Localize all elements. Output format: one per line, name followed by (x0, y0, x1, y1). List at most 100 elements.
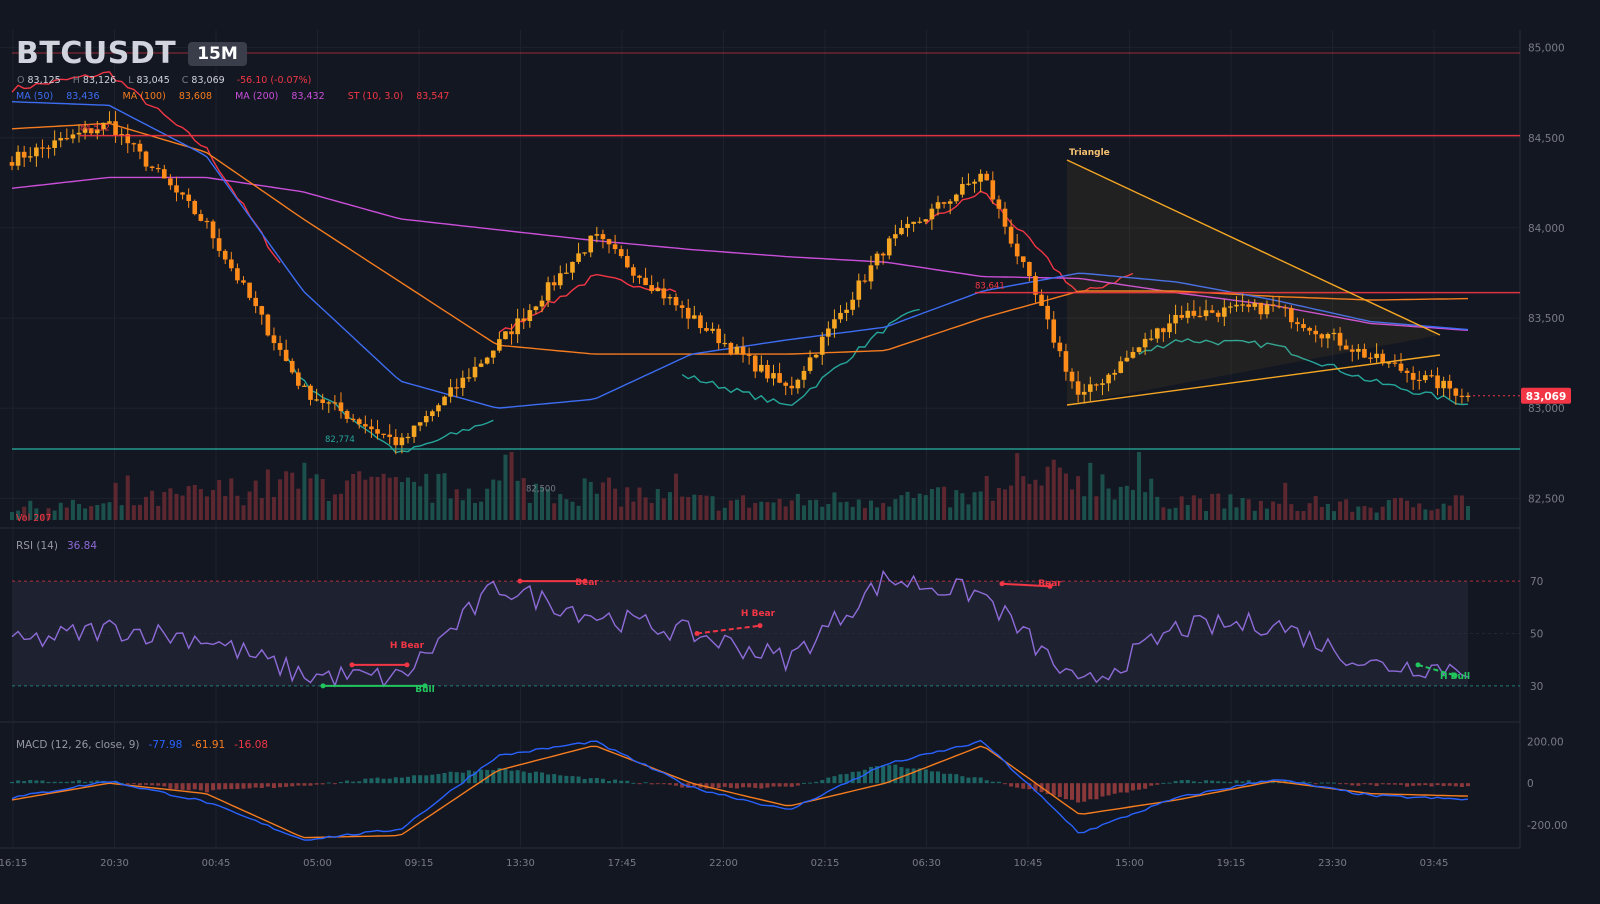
candle-body (1356, 348, 1361, 352)
ohlc-readout: O 83,125 H 83,126 L 83,045 C 83,069 -56.10 (… (17, 75, 311, 86)
candle-body (564, 272, 569, 274)
macd-histogram-bar (1234, 780, 1239, 784)
volume-bar (808, 500, 813, 520)
rsi-value: 36.84 (66, 540, 98, 552)
macd-legend[interactable]: MACD (12, 26, close, 9) -77.98 -61.91 -16.0… (16, 739, 277, 751)
candle-body (1276, 306, 1282, 308)
candle-body (624, 256, 630, 268)
macd-histogram-bar (345, 780, 350, 784)
candle-body (302, 385, 307, 387)
candle-body (1423, 375, 1428, 381)
supertrend-legend[interactable]: ST (10, 3.0) 83,547 (348, 91, 460, 102)
volume-bar (1338, 501, 1343, 520)
macd-histogram-bar (412, 775, 417, 784)
volume-bar (70, 499, 75, 520)
macd-histogram-bar (600, 778, 605, 784)
candle-body (685, 307, 691, 319)
candle-body (1252, 302, 1258, 307)
candle-body (186, 194, 191, 201)
volume-bar (1441, 503, 1446, 520)
macd-histogram-bar (1015, 783, 1020, 788)
divergence-point (404, 662, 410, 668)
macd-histogram-bar (10, 781, 14, 784)
macd-histogram-bar (235, 783, 240, 790)
volume-bar (893, 499, 898, 520)
price-tick-label: 82,500 (1528, 493, 1565, 505)
macd-histogram-bar (180, 783, 185, 790)
ma50-legend[interactable]: MA (50) 83,436 (16, 91, 110, 102)
candle-body (107, 121, 112, 123)
candle-body (1453, 388, 1459, 396)
macd-histogram-bar (734, 783, 739, 789)
triangle-fill (1067, 160, 1440, 405)
volume-bar (381, 473, 386, 520)
volume-bar (594, 493, 599, 520)
candle-body (1112, 372, 1117, 375)
macd-histogram-bar (1417, 783, 1422, 786)
macd-histogram-bar (728, 783, 733, 788)
timeframe-badge[interactable]: 15M (188, 41, 247, 66)
macd-histogram-bar (1307, 782, 1312, 784)
candle-body (1362, 348, 1367, 358)
volume-bar (1222, 508, 1227, 520)
volume-bar (271, 496, 276, 520)
volume-bar (1124, 485, 1129, 520)
volume-bar (83, 508, 88, 520)
volume-bar (966, 504, 971, 520)
macd-histogram-bar (704, 783, 709, 789)
candle-body (1136, 347, 1142, 352)
macd-histogram-bar (1149, 783, 1154, 786)
volume-bar (588, 481, 593, 520)
volume-bar (741, 495, 746, 520)
ma100-legend[interactable]: MA (100) 83,608 (123, 91, 223, 102)
candle-body (1155, 328, 1160, 339)
volume-bar (1033, 479, 1038, 520)
volume-bar (771, 502, 776, 520)
volume-bar (1045, 466, 1050, 520)
time-tick-label: 15:00 (1115, 858, 1144, 869)
candle-body (746, 354, 752, 356)
macd-tick-label: 200.00 (1527, 736, 1564, 748)
candle-body (947, 201, 953, 204)
macd-histogram-bar (826, 777, 831, 784)
candle-body (819, 336, 825, 355)
candle-body (826, 328, 831, 337)
volume-bar (1453, 495, 1458, 520)
time-tick-label: 02:15 (811, 858, 840, 869)
last-price-tag[interactable] (1521, 387, 1571, 404)
macd-histogram-bar (1191, 781, 1196, 784)
volume-bar (777, 498, 782, 520)
macd-histogram-bar (881, 765, 886, 784)
volume-bar (1027, 483, 1032, 520)
candle-body (722, 342, 728, 345)
symbol-name[interactable]: BTCUSDT (16, 36, 177, 71)
volume-bar (1386, 500, 1391, 520)
open-value: 83,125 (27, 75, 61, 86)
macd-histogram-bar (174, 783, 179, 790)
candle-body (180, 192, 185, 195)
macd-histogram-bar (832, 776, 837, 784)
volume-bar (868, 500, 873, 520)
macd-histogram-bar (430, 774, 435, 784)
macd-histogram-bar (479, 769, 484, 784)
rsi-legend[interactable]: RSI (14) 36.84 (16, 540, 106, 552)
macd-histogram-bar (747, 783, 752, 788)
macd-histogram-bar (211, 783, 216, 791)
macd-histogram-bar (418, 775, 423, 784)
volume-bar (929, 488, 934, 520)
candle-body (1447, 380, 1453, 389)
macd-histogram-bar (594, 777, 599, 784)
volume-bar (704, 495, 709, 520)
volume-bar (1076, 476, 1081, 520)
macd-histogram-bar (472, 771, 477, 784)
volume-bar (1331, 511, 1336, 520)
macd-histogram-bar (1082, 783, 1087, 802)
ma200-legend[interactable]: MA (200) 83,432 (235, 91, 335, 102)
volume-bar (296, 488, 301, 520)
candle-body (1246, 304, 1251, 307)
candle-body (1240, 304, 1245, 306)
volume-bar (1411, 507, 1416, 520)
candle-body (1173, 314, 1178, 324)
